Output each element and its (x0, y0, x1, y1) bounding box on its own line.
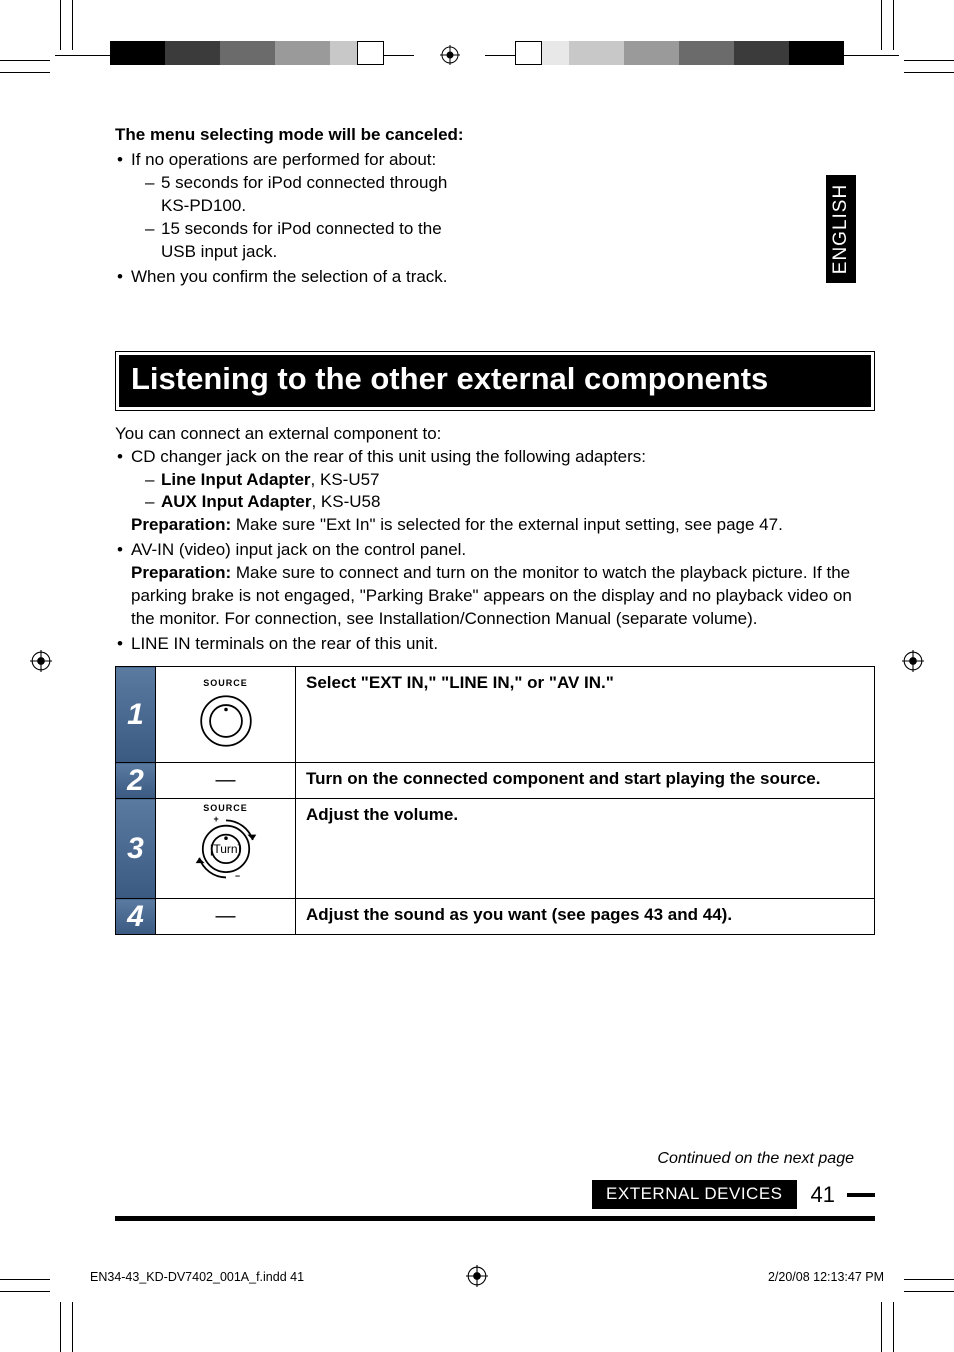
list-item: Line Input Adapter, KS-U57 (145, 469, 875, 492)
step-number: 2 (116, 763, 156, 799)
table-row: 2—Turn on the connected component and st… (116, 763, 875, 799)
step-control: SOURCE (156, 667, 296, 763)
step-description: Adjust the volume. (296, 799, 875, 899)
step-control: — (156, 763, 296, 799)
section-band: Listening to the other external componen… (115, 351, 875, 411)
continued-text: Continued on the next page (657, 1150, 854, 1168)
reg-right-group (485, 41, 899, 70)
steps-table: 1SOURCESelect "EXT IN," "LINE IN," or "A… (115, 666, 875, 935)
reg-left-group (55, 41, 414, 70)
page-content: The menu selecting mode will be canceled… (115, 125, 875, 935)
list-item: 15 seconds for iPod connected to the USB… (145, 218, 475, 264)
step-description: Turn on the connected component and star… (296, 763, 875, 799)
registration-mark-icon (466, 1265, 488, 1292)
list-item: LINE IN terminals on the rear of this un… (115, 633, 875, 656)
step-control: — (156, 899, 296, 935)
step-description: Adjust the sound as you want (see pages … (296, 899, 875, 935)
list-item: If no operations are performed for about… (115, 149, 475, 264)
table-row: 4—Adjust the sound as you want (see page… (116, 899, 875, 935)
list-item: 5 seconds for iPod connected through KS-… (145, 172, 475, 218)
list-item: CD changer jack on the rear of this unit… (115, 446, 875, 538)
footer-section-label: EXTERNAL DEVICES (592, 1180, 796, 1209)
svg-text:−: − (234, 871, 239, 881)
menu-cancel-section: The menu selecting mode will be canceled… (115, 125, 475, 289)
registration-bar-top (0, 40, 954, 70)
print-timestamp: 2/20/08 12:13:47 PM (768, 1270, 884, 1284)
svg-text:+: + (213, 815, 218, 824)
list-item: When you confirm the selection of a trac… (115, 266, 475, 289)
step-number: 3 (116, 799, 156, 899)
intro-lead: You can connect an external component to… (115, 423, 875, 446)
step-number: 4 (116, 899, 156, 935)
list-item: AUX Input Adapter, KS-U58 (145, 491, 875, 514)
list-item: AV-IN (video) input jack on the control … (115, 539, 875, 631)
menu-cancel-heading: The menu selecting mode will be canceled… (115, 125, 475, 145)
footer-bar: EXTERNAL DEVICES 41 (115, 1184, 875, 1221)
table-row: 1SOURCESelect "EXT IN," "LINE IN," or "A… (116, 667, 875, 763)
registration-mark-icon (30, 650, 52, 672)
section-title: Listening to the other external componen… (131, 361, 859, 397)
source-dial-icon (195, 690, 257, 752)
page-number: 41 (811, 1182, 835, 1208)
step-number: 1 (116, 667, 156, 763)
step-description: Select "EXT IN," "LINE IN," or "AV IN." (296, 667, 875, 763)
print-file: EN34-43_KD-DV7402_001A_f.indd 41 (90, 1270, 304, 1284)
registration-mark-icon (902, 650, 924, 672)
registration-mark-icon (440, 45, 460, 65)
step-control: SOURCE+−[Turn] (156, 799, 296, 899)
table-row: 3SOURCE+−[Turn]Adjust the volume. (116, 799, 875, 899)
intro-section: You can connect an external component to… (115, 423, 875, 656)
